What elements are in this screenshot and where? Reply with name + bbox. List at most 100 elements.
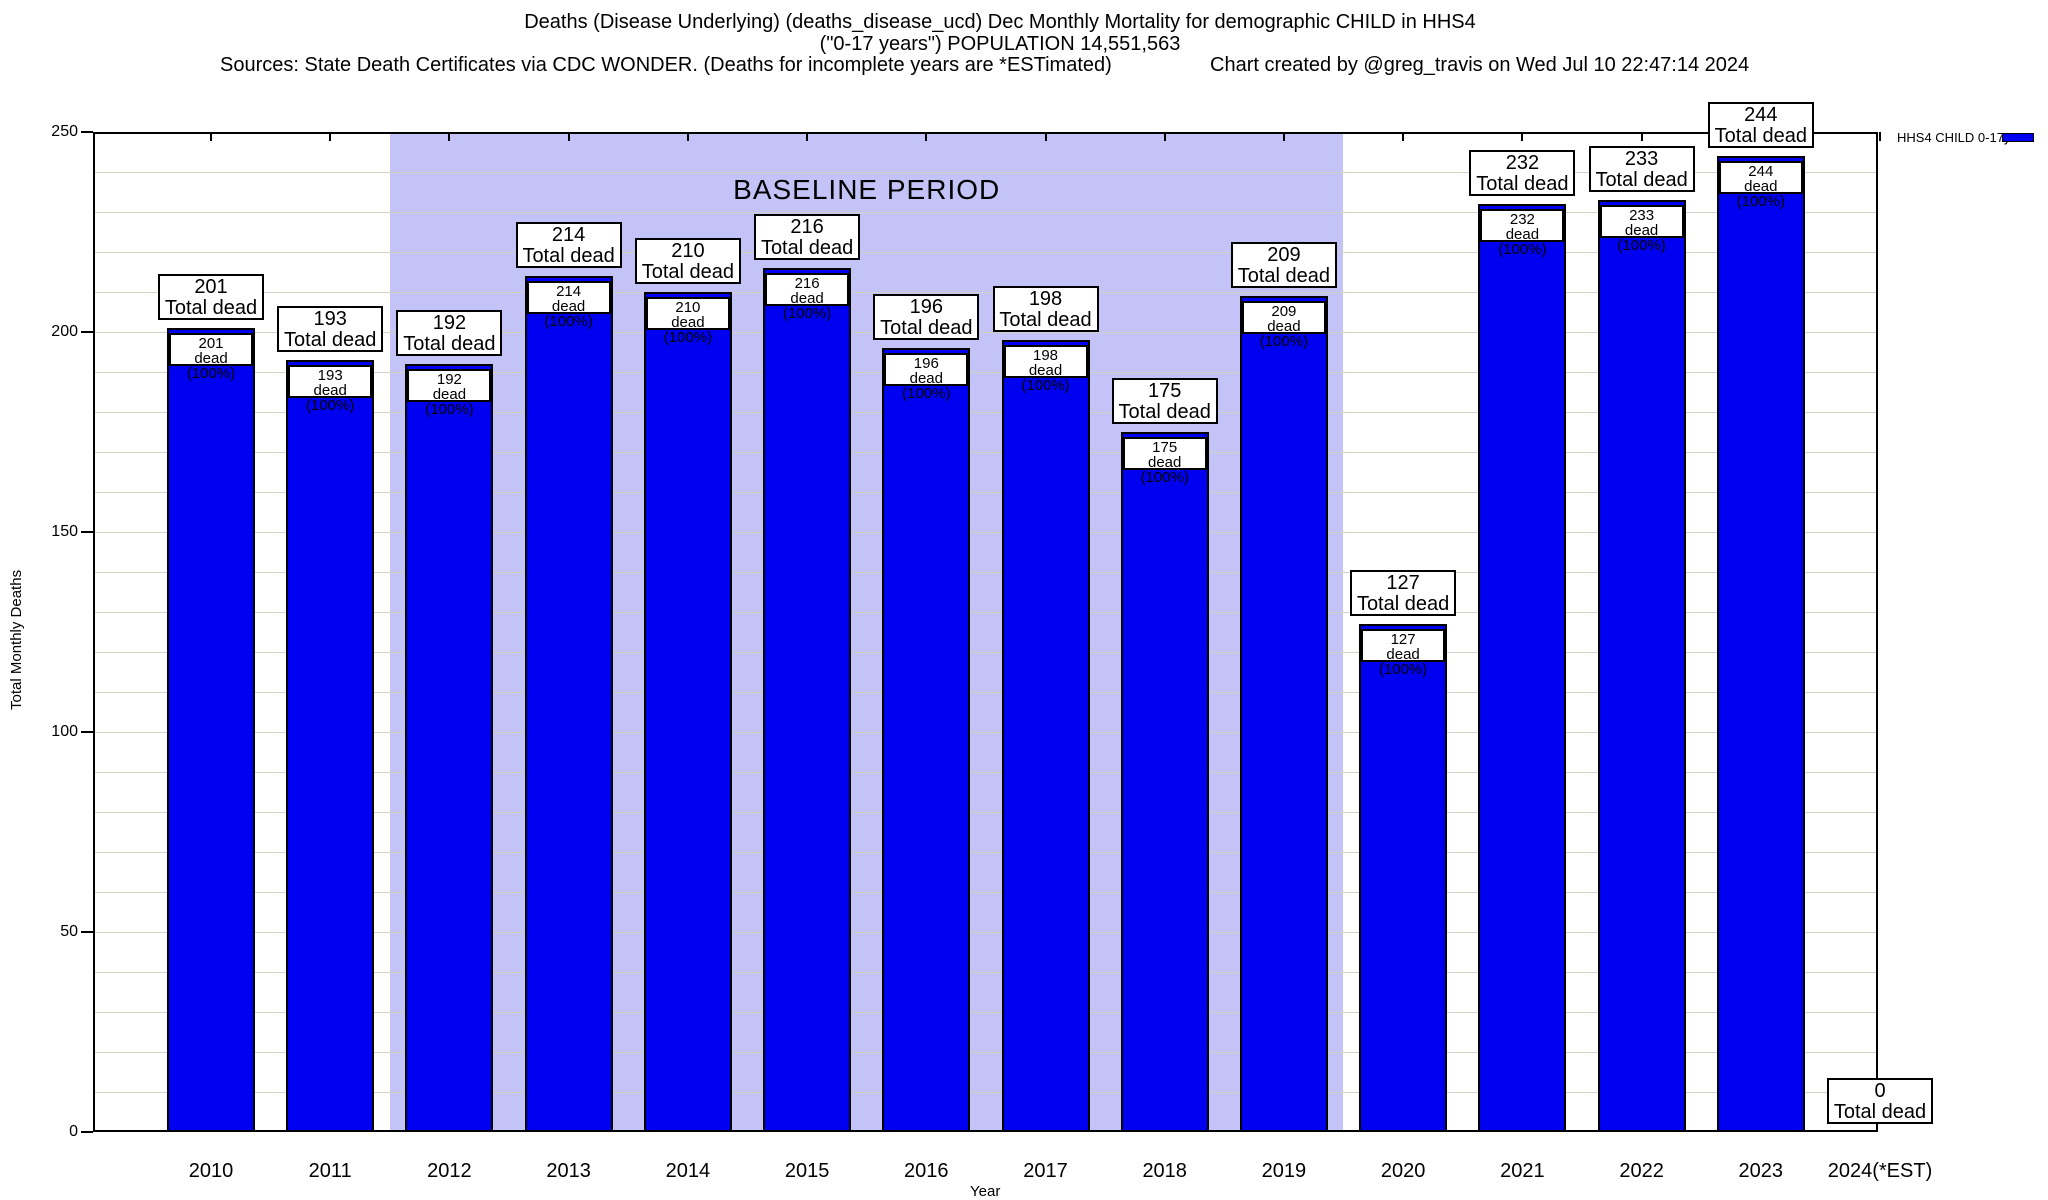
total-dead-label-2015: 216 Total dead: [754, 214, 861, 260]
gridline-y90: [93, 772, 1878, 773]
x-tick-label-2017: 2017: [1023, 1160, 1068, 1182]
gridline-y230: [93, 212, 1878, 213]
chart-sources-note: Sources: State Death Certificates via CD…: [220, 54, 1112, 76]
dead-pct-label-2022: 233 dead (100%): [1599, 205, 1684, 253]
gridline-y80: [93, 812, 1878, 813]
gridline-y140: [93, 572, 1878, 573]
y-tick-mark-100: [81, 731, 93, 733]
gridline-y50: [93, 932, 1878, 933]
bar-2011: [286, 360, 375, 1132]
top-tick-2021: [1521, 132, 1524, 141]
y-tick-label-50: 50: [60, 923, 78, 940]
chart-created-note: Chart created by @greg_travis on Wed Jul…: [1210, 54, 1750, 76]
gridline-y40: [93, 972, 1878, 973]
gridline-y120: [93, 652, 1878, 653]
x-tick-label-2020: 2020: [1380, 1160, 1426, 1182]
dead-pct-label-2020: 127 dead (100%): [1361, 629, 1446, 677]
y-tick-label-150: 150: [51, 523, 78, 540]
bar-2014: [643, 292, 732, 1132]
total-dead-label-2014: 210 Total dead: [634, 238, 741, 284]
top-tick-2022: [1640, 132, 1643, 141]
legend-series-label: HHS4 CHILD 0-17yo: [1897, 130, 2018, 145]
y-tick-mark-50: [81, 931, 93, 933]
x-tick-label-2016: 2016: [904, 1160, 949, 1182]
bar-2015: [763, 268, 852, 1132]
bar-2020: [1359, 624, 1448, 1132]
dead-pct-label-2014: 210 dead (100%): [645, 297, 730, 345]
dead-pct-label-2019: 209 dead (100%): [1241, 301, 1326, 349]
gridline-y60: [93, 892, 1878, 893]
dead-pct-label-2017: 198 dead (100%): [1003, 345, 1088, 393]
total-dead-label-2017: 198 Total dead: [992, 286, 1099, 332]
bar-2013: [524, 276, 613, 1132]
dead-pct-label-2013: 214 dead (100%): [526, 281, 611, 329]
top-tick-2024(*EST): [1879, 132, 1881, 141]
total-dead-label-2020: 127 Total dead: [1350, 570, 1457, 616]
x-tick-label-2019: 2019: [1261, 1160, 1307, 1182]
y-tick-mark-150: [81, 531, 93, 533]
total-dead-label-2021: 232 Total dead: [1469, 150, 1576, 196]
dead-pct-label-2011: 193 dead (100%): [288, 365, 373, 413]
bar-2010: [167, 328, 255, 1132]
bar-2019: [1239, 296, 1328, 1132]
y-tick-mark-200: [81, 331, 93, 333]
baseline-period-label: BASELINE PERIOD: [733, 174, 1001, 205]
x-tick-label-2022: 2022: [1619, 1160, 1664, 1182]
gridline-y150: [93, 532, 1878, 533]
gridline-y70: [93, 852, 1878, 853]
total-dead-label-2022: 233 Total dead: [1588, 146, 1695, 192]
gridline-y100: [93, 732, 1878, 733]
bar-2023: [1716, 156, 1805, 1132]
top-tick-2014: [686, 132, 689, 141]
bar-2017: [1001, 340, 1090, 1132]
gridline-y110: [93, 692, 1878, 693]
legend-color-swatch: [2002, 133, 2034, 142]
dead-pct-label-2021: 232 dead (100%): [1480, 209, 1565, 257]
y-tick-label-200: 200: [51, 323, 78, 340]
gridline-y130: [93, 612, 1878, 613]
y-tick-label-250: 250: [51, 123, 78, 140]
gridline-y10: [93, 1092, 1878, 1093]
y-tick-label-100: 100: [51, 723, 78, 740]
x-tick-label-2018: 2018: [1142, 1160, 1187, 1182]
top-tick-2019: [1282, 132, 1285, 141]
gridline-y180: [93, 412, 1878, 413]
x-tick-label-2012: 2012: [427, 1160, 472, 1182]
bar-2022: [1597, 200, 1686, 1132]
top-tick-2012: [448, 132, 451, 141]
total-dead-label-2016: 196 Total dead: [873, 294, 980, 340]
top-tick-2016: [925, 132, 928, 141]
gridline-y220: [93, 252, 1878, 253]
dead-pct-label-2010: 201 dead (100%): [169, 333, 253, 381]
plot-area-border: [93, 132, 1878, 1132]
bar-2018: [1120, 432, 1209, 1132]
x-tick-label-2015: 2015: [784, 1160, 830, 1182]
x-tick-label-2011: 2011: [308, 1160, 352, 1182]
total-dead-label-2023: 244 Total dead: [1707, 102, 1814, 148]
chart-title-line2: ("0-17 years") POPULATION 14,551,563: [819, 33, 1181, 55]
dead-pct-label-2012: 192 dead (100%): [407, 369, 492, 417]
dead-pct-label-2015: 216 dead (100%): [765, 273, 850, 321]
y-tick-label-0: 0: [69, 1123, 78, 1140]
y-axis-title: Total Monthly Deaths: [8, 569, 25, 710]
total-dead-label-2019: 209 Total dead: [1230, 242, 1337, 288]
y-tick-mark-250: [81, 131, 93, 133]
dead-pct-label-2016: 196 dead (100%): [884, 353, 969, 401]
gridline-y240: [93, 172, 1878, 173]
dead-pct-label-2023: 244 dead (100%): [1718, 161, 1803, 209]
top-tick-2018: [1163, 132, 1166, 141]
top-tick-2010: [210, 132, 212, 141]
total-dead-label-2018: 175 Total dead: [1111, 378, 1218, 424]
x-axis-title: Year: [970, 1183, 1001, 1200]
x-tick-label-2014: 2014: [665, 1160, 711, 1182]
bar-2012: [405, 364, 494, 1132]
gridline-y200: [93, 332, 1878, 333]
gridline-y30: [93, 1012, 1878, 1013]
x-tick-label-2023: 2023: [1738, 1160, 1784, 1182]
gridline-y160: [93, 492, 1878, 493]
total-dead-label-2024(*EST): 0 Total dead: [1827, 1078, 1933, 1124]
total-dead-label-2010: 201 Total dead: [158, 274, 264, 320]
gridline-y190: [93, 372, 1878, 373]
total-dead-label-2013: 214 Total dead: [515, 222, 622, 268]
